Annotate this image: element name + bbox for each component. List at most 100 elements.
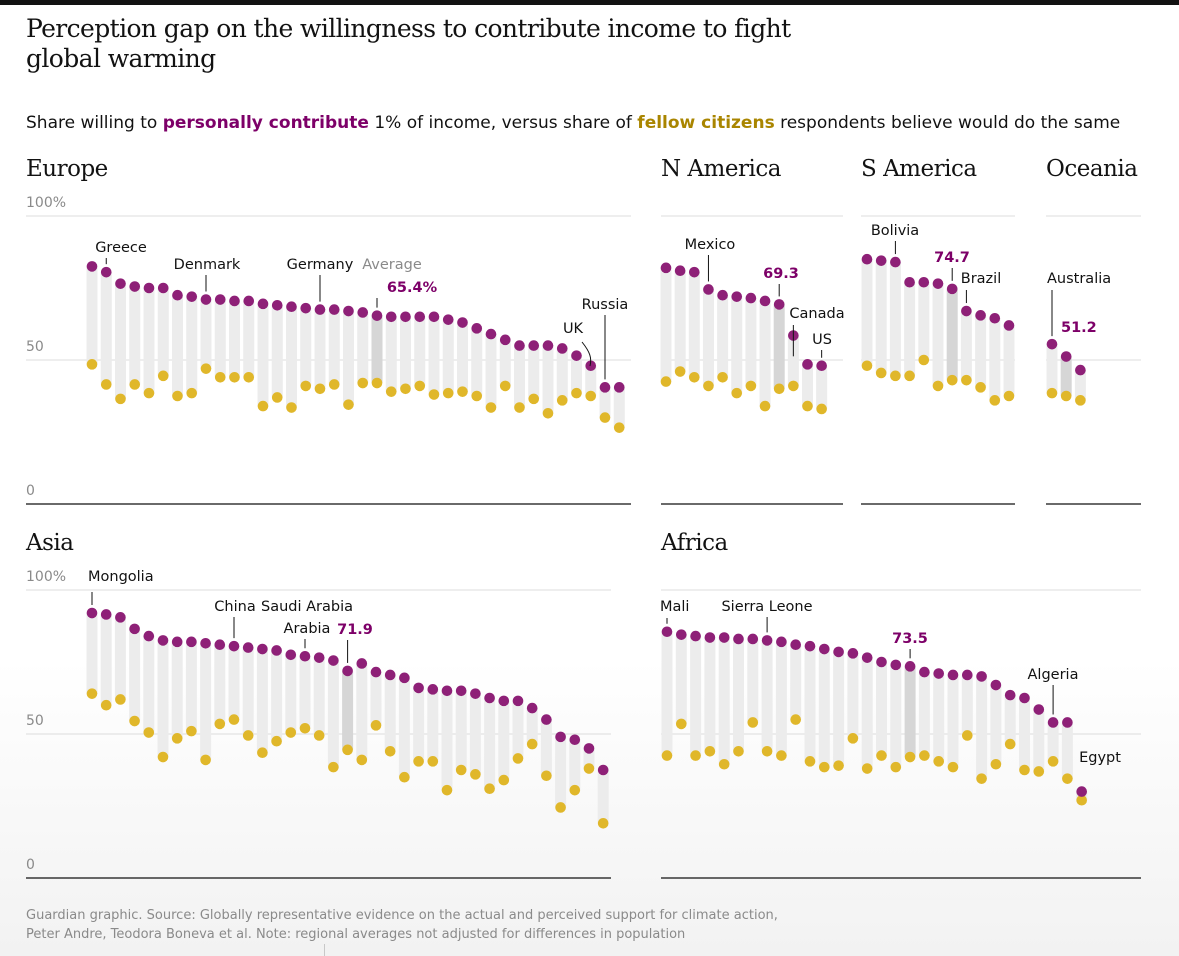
range-stem xyxy=(613,387,625,428)
range-stem xyxy=(214,644,226,724)
fellow-citizens-dot xyxy=(861,763,873,774)
fellow-citizens-dot xyxy=(100,699,112,711)
fellow-citizens-dot xyxy=(541,770,552,782)
fellow-citizens-dot xyxy=(947,761,959,773)
range-stem xyxy=(745,298,757,386)
country-label-average: Average xyxy=(362,257,422,273)
range-stem xyxy=(271,305,283,398)
fellow-citizens-dot xyxy=(243,371,255,383)
personally-contribute-dot xyxy=(214,294,226,305)
range-stem xyxy=(675,634,687,724)
fellow-citizens-dot xyxy=(442,387,454,399)
personally-contribute-dot xyxy=(1076,786,1087,797)
range-stem xyxy=(157,288,169,376)
range-stem xyxy=(540,719,552,776)
range-stem xyxy=(514,345,525,408)
panel-title: Europe xyxy=(26,156,108,182)
panel-africa: Africa Mali Sierra Leone 73.5 Algeria Egypt xyxy=(660,530,1141,879)
range-stem xyxy=(100,614,112,706)
range-stem xyxy=(918,672,930,756)
range-stem xyxy=(442,319,454,394)
range-stem xyxy=(731,296,743,394)
personally-contribute-dot xyxy=(933,668,944,679)
fellow-citizens-dot xyxy=(990,758,1002,770)
personally-contribute-dot xyxy=(485,328,497,340)
fellow-citizens-dot xyxy=(399,771,410,783)
personally-contribute-dot xyxy=(257,643,268,655)
personally-contribute-dot xyxy=(890,256,901,268)
fellow-citizens-dot xyxy=(689,371,700,383)
range-stem xyxy=(660,267,672,382)
fellow-citizens-dot xyxy=(257,400,269,412)
fellow-citizens-dot xyxy=(257,747,268,759)
fellow-citizens-dot xyxy=(585,390,597,402)
range-stem xyxy=(413,687,425,762)
personally-contribute-dot xyxy=(300,302,312,314)
range-stem xyxy=(585,365,597,396)
personally-contribute-dot xyxy=(747,633,759,645)
range-stem xyxy=(816,365,828,409)
source-note-line-1: Guardian graphic. Source: Globally repre… xyxy=(26,908,778,923)
range-stem xyxy=(833,651,845,766)
personally-contribute-dot xyxy=(876,656,887,668)
range-stem xyxy=(455,690,467,770)
personally-contribute-dot xyxy=(962,669,973,681)
fellow-citizens-dot xyxy=(129,715,140,727)
average-stem xyxy=(342,670,354,750)
personally-contribute-dot xyxy=(455,685,467,697)
fellow-citizens-dot xyxy=(542,407,554,419)
range-stem xyxy=(1019,698,1030,770)
fellow-citizens-dot xyxy=(717,371,728,383)
fellow-citizens-dot xyxy=(499,380,511,392)
range-stem xyxy=(990,685,1002,765)
range-stem xyxy=(400,316,411,389)
range-stem xyxy=(787,335,799,386)
range-stem xyxy=(398,677,410,778)
fellow-citizens-dot xyxy=(1046,387,1058,399)
personally-contribute-dot xyxy=(975,310,986,321)
range-stem xyxy=(890,664,902,768)
fellow-citizens-dot xyxy=(498,774,510,786)
personally-contribute-dot xyxy=(703,284,714,295)
fellow-citizens-dot xyxy=(674,366,686,377)
average-stem xyxy=(904,666,916,758)
range-stem xyxy=(569,739,581,791)
fellow-citizens-dot xyxy=(115,694,126,705)
fellow-citizens-dot xyxy=(214,371,226,383)
fellow-citizens-dot xyxy=(804,756,816,767)
range-stem xyxy=(702,289,714,386)
fellow-citizens-dot xyxy=(731,387,743,399)
range-stem xyxy=(597,770,609,824)
range-stem xyxy=(257,303,269,407)
range-stem xyxy=(1003,325,1015,396)
personally-contribute-dot xyxy=(115,612,126,623)
personally-contribute-dot xyxy=(759,295,771,307)
personally-contribute-dot xyxy=(414,311,426,323)
personally-contribute-dot xyxy=(512,695,524,707)
personally-contribute-dot xyxy=(100,266,112,278)
personally-contribute-dot xyxy=(542,340,554,351)
range-stem xyxy=(889,262,901,376)
fellow-citizens-dot xyxy=(759,400,771,412)
personally-contribute-dot xyxy=(961,305,972,317)
personally-contribute-dot xyxy=(541,714,552,725)
fellow-citizens-dot xyxy=(745,380,757,392)
personally-contribute-dot xyxy=(172,289,183,301)
personally-contribute-dot xyxy=(200,637,211,649)
range-stem xyxy=(733,638,744,752)
legend-personally-contribute: personally contribute xyxy=(162,113,369,133)
country-label-australia: Australia xyxy=(1047,271,1111,287)
footer-divider xyxy=(324,944,325,956)
personally-contribute-dot xyxy=(370,666,382,678)
fellow-citizens-dot xyxy=(455,764,467,776)
range-stem xyxy=(469,693,481,775)
range-stem xyxy=(1046,344,1058,394)
personally-contribute-dot xyxy=(1019,692,1030,704)
fellow-citizens-dot xyxy=(833,760,844,771)
fellow-citizens-dot xyxy=(228,714,240,725)
personally-contribute-dot xyxy=(129,623,140,635)
range-stem xyxy=(485,334,497,408)
fellow-citizens-dot xyxy=(1003,390,1015,402)
source-note: Guardian graphic. Source: Globally repre… xyxy=(26,906,926,944)
personally-contribute-dot xyxy=(200,294,212,305)
